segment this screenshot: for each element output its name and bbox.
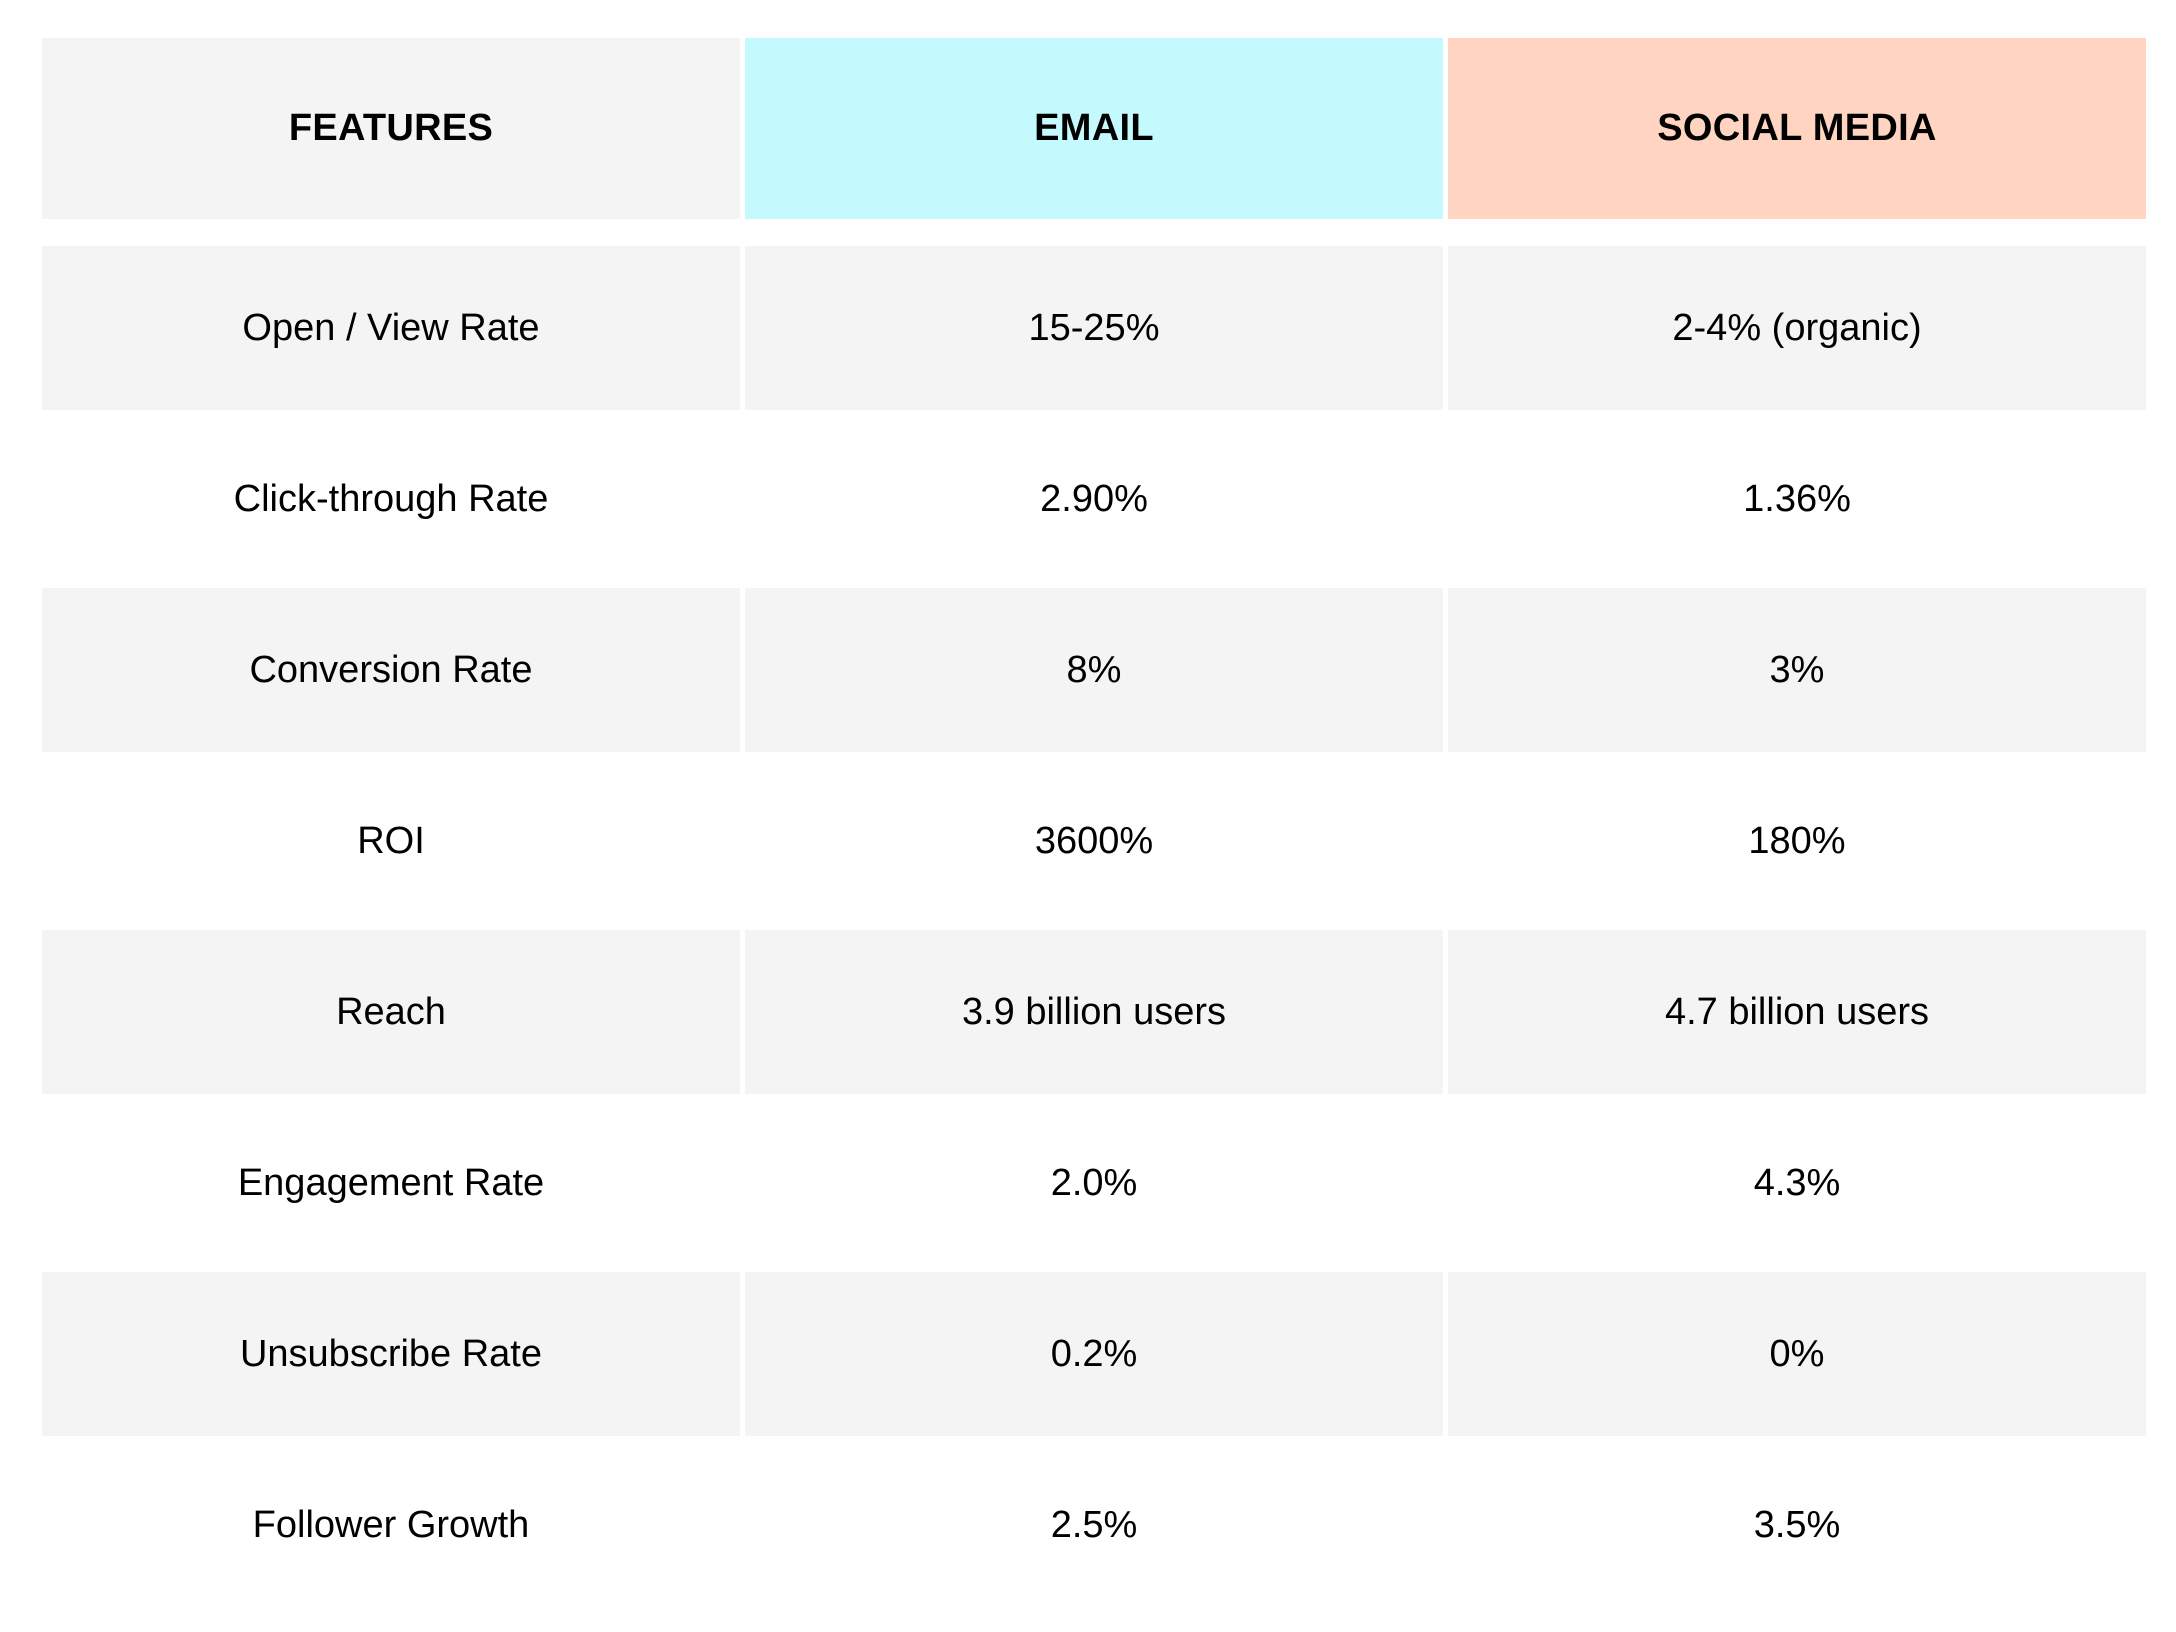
email-cell: 3600% [745, 759, 1443, 923]
social-cell: 4.3% [1448, 1101, 2146, 1265]
email-cell: 15-25% [745, 246, 1443, 410]
feature-cell: Engagement Rate [42, 1101, 740, 1265]
header-email: EMAIL [745, 38, 1443, 219]
email-cell: 8% [745, 588, 1443, 752]
social-cell: 0% [1448, 1272, 2146, 1436]
table-header-row: FEATURES EMAIL SOCIAL MEDIA [42, 38, 2146, 219]
social-cell: 2-4% (organic) [1448, 246, 2146, 410]
social-cell: 4.7 billion users [1448, 930, 2146, 1094]
header-social-media: SOCIAL MEDIA [1448, 38, 2146, 219]
feature-cell: Click-through Rate [42, 417, 740, 581]
email-cell: 0.2% [745, 1272, 1443, 1436]
social-cell: 1.36% [1448, 417, 2146, 581]
table-row: Unsubscribe Rate 0.2% 0% [42, 1272, 2146, 1436]
table-row: Conversion Rate 8% 3% [42, 588, 2146, 752]
table-row: ROI 3600% 180% [42, 759, 2146, 923]
comparison-table: FEATURES EMAIL SOCIAL MEDIA Open / View … [42, 38, 2146, 1614]
social-cell: 3.5% [1448, 1443, 2146, 1607]
email-cell: 2.5% [745, 1443, 1443, 1607]
table-row: Open / View Rate 15-25% 2-4% (organic) [42, 246, 2146, 410]
email-cell: 2.0% [745, 1101, 1443, 1265]
feature-cell: Conversion Rate [42, 588, 740, 752]
feature-cell: Reach [42, 930, 740, 1094]
feature-cell: ROI [42, 759, 740, 923]
table-row: Click-through Rate 2.90% 1.36% [42, 417, 2146, 581]
email-cell: 2.90% [745, 417, 1443, 581]
table-row: Reach 3.9 billion users 4.7 billion user… [42, 930, 2146, 1094]
social-cell: 3% [1448, 588, 2146, 752]
email-cell: 3.9 billion users [745, 930, 1443, 1094]
header-features: FEATURES [42, 38, 740, 219]
table-row: Follower Growth 2.5% 3.5% [42, 1443, 2146, 1607]
feature-cell: Unsubscribe Rate [42, 1272, 740, 1436]
social-cell: 180% [1448, 759, 2146, 923]
feature-cell: Open / View Rate [42, 246, 740, 410]
feature-cell: Follower Growth [42, 1443, 740, 1607]
table-row: Engagement Rate 2.0% 4.3% [42, 1101, 2146, 1265]
